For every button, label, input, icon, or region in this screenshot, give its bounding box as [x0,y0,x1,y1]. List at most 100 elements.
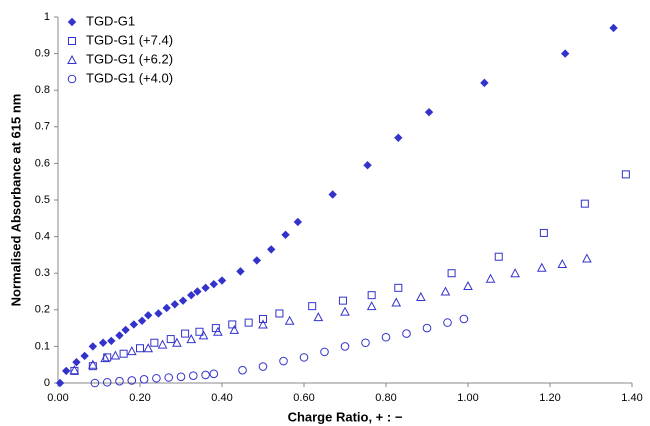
point [88,359,98,369]
point [110,350,121,360]
y-tick-label: 0.3 [35,267,50,279]
point [98,338,108,347]
y-tick-label: 0.2 [35,304,50,316]
point [193,287,202,296]
point [189,371,198,380]
point [69,365,80,375]
y-tick-label: 0.6 [35,157,50,169]
point [137,316,147,325]
point [279,356,288,366]
point [361,338,370,348]
legend-marker [67,17,77,27]
y-tick-label: 0.4 [35,231,50,243]
point [121,325,130,335]
point [70,366,79,375]
point [267,245,276,254]
x-tick-label: 0.60 [293,392,314,404]
point [157,339,168,349]
point [338,296,347,305]
point [510,268,520,278]
point [440,286,451,296]
series [55,23,618,388]
point [126,346,137,356]
point [252,256,262,265]
point [115,331,124,340]
point [127,376,137,385]
point [340,342,350,351]
point [187,290,196,300]
point [391,297,402,307]
point [582,253,592,263]
point [259,314,267,323]
point [394,283,403,292]
x-tick-label: 0.20 [129,392,150,404]
point [381,332,391,342]
legend-marker [67,54,77,64]
point [88,342,98,351]
point [340,306,350,316]
point [580,199,589,208]
y-tick-label: 0.9 [35,48,50,60]
point [100,353,110,363]
point [238,365,247,375]
point [90,378,100,388]
point [621,170,630,179]
point [609,23,618,33]
point [281,230,290,239]
point [119,349,128,358]
point [367,291,376,300]
point [201,283,210,293]
point [186,334,197,344]
point [258,362,268,371]
point [143,343,154,353]
point [236,267,245,276]
point [129,320,139,329]
point [166,335,175,344]
y-tick-label: 0.5 [35,194,50,206]
point [313,312,324,322]
point [463,280,473,291]
point [366,301,377,311]
point [494,252,503,261]
x-tick-label: 0.40 [211,392,232,404]
point [107,336,116,346]
point [170,300,180,309]
x-tick-label: 1.40 [621,392,642,404]
point [152,373,161,383]
point [164,373,173,382]
point [244,318,253,327]
point [275,309,284,318]
point [144,311,153,320]
point [150,338,159,347]
point [320,347,329,357]
legend-label: TGD-G1 (+4.0) [86,70,173,85]
point [80,351,89,361]
point [172,337,182,347]
point [228,320,237,329]
x-tick-label: 1.20 [539,392,560,404]
point [422,323,432,333]
point [162,303,171,313]
x-tick-label: 1.00 [457,392,478,404]
point [209,279,218,289]
series [90,314,469,388]
point [485,273,496,283]
point [102,377,112,387]
y-tick-label: 0.1 [35,340,50,352]
legend: TGD-G1 TGD-G1 (+7.4) TGD-G1 (+6.2) TGD-G1 (… [67,13,173,85]
series [70,170,630,375]
legend-label: TGD-G1 (+7.4) [86,32,173,47]
point [299,353,309,362]
x-tick-label: 0.00 [47,392,68,404]
point [201,370,210,380]
point [176,372,186,382]
point [139,375,149,384]
legend-marker [68,37,76,45]
y-tick-label: 1 [44,11,50,23]
point [459,314,469,324]
point [198,330,209,340]
series [69,253,592,375]
point [328,190,337,199]
y-tick-label: 0.8 [35,84,50,96]
point [424,107,434,117]
